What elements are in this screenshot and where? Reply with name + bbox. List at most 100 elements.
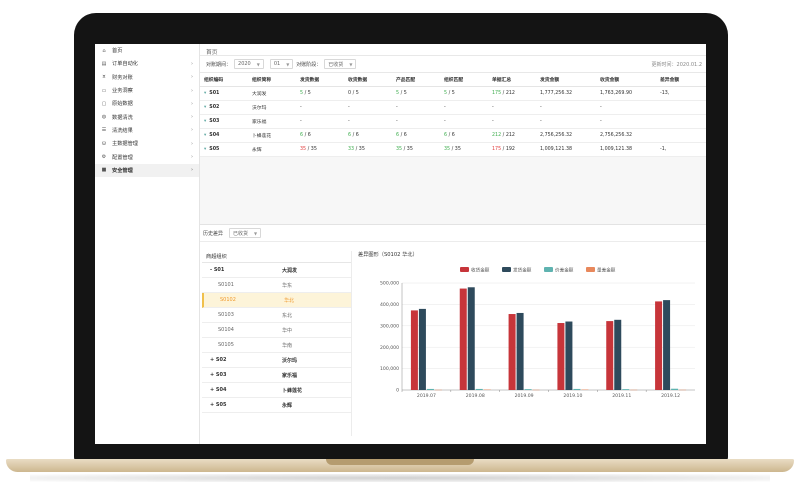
expand-icon[interactable]: ▾ (204, 132, 207, 138)
y-tick-label: 400,000 (380, 302, 399, 308)
ratio-cell: - (296, 100, 344, 115)
sidebar-item[interactable]: ¤ 财务对账 › (95, 71, 199, 84)
ratio-separator: / (501, 146, 506, 152)
legend-swatch[interactable] (544, 267, 553, 272)
sidebar-item[interactable]: ▤ 订单自动化 › (95, 57, 199, 70)
table-row[interactable]: ▾ S05 永辉 35 / 35 33 / 35 35 / 35 35 / 35 175 / … (200, 142, 706, 157)
org-code-cell: ▾ S01 (200, 86, 248, 101)
bar[interactable] (663, 300, 671, 390)
column-header: 发货数据 (296, 73, 344, 87)
ratio-numerator: 6 (300, 132, 304, 138)
org-tree-code: S0105 (218, 342, 234, 348)
org-code: S05 (209, 146, 220, 152)
history-panel: 历史差异 已收货 ▼ 商超组织 - S01 大润发 S0101 华东 S0102 华北 S01… (200, 224, 706, 444)
table-row[interactable]: ▾ S02 沃尔玛 - - - - - - - (200, 100, 706, 115)
bar[interactable] (573, 388, 581, 390)
ratio-cell: 35 / 35 (296, 142, 344, 157)
org-code: S01 (209, 90, 220, 96)
bar[interactable] (508, 314, 516, 390)
org-tree-row[interactable]: - S01 大润发 (202, 263, 351, 278)
ratio-cell: - (296, 114, 344, 129)
history-stage-select[interactable]: 已收货 ▼ (229, 228, 262, 238)
bar[interactable] (418, 308, 426, 390)
x-tick-label: 2019.09 (515, 393, 534, 399)
month-select[interactable]: 01 ▼ (269, 59, 294, 69)
org-tree-row[interactable]: + S04 卜蜂莲花 (202, 383, 351, 398)
sidebar-item[interactable]: ◍ 数据清洗 › (95, 110, 199, 123)
ratio-cell: 6 / 6 (344, 128, 392, 143)
bar[interactable] (475, 388, 483, 390)
ratio-cell: 5 / 5 (296, 86, 344, 101)
org-tree-row[interactable]: S0101 华东 (202, 278, 351, 293)
org-tree-row[interactable]: S0103 东北 (202, 308, 351, 323)
main-content: 首页 对账期间： 2020 ▼ 01 ▼ 对账阶段： 已收货 ▼ 更新时间：2020.… (200, 44, 706, 444)
ratio-numerator: 175 (492, 146, 502, 152)
sidebar-item[interactable]: ■ 安全管理 › (95, 163, 199, 177)
org-code: S04 (209, 132, 220, 138)
bar[interactable] (410, 310, 418, 390)
diff-amount-cell (656, 100, 706, 115)
bar[interactable] (516, 312, 524, 390)
expand-icon[interactable]: ▾ (204, 146, 207, 152)
ratio-numerator: 6 (396, 132, 400, 138)
org-tree-code: + S03 (210, 372, 227, 378)
reconciliation-table: 组织编码 组织简称 发货数据 收货数据 产品匹配 组织匹配 单据汇总 发货金额 收货金额 差异金额… (200, 73, 706, 157)
ratio-numerator: - (444, 104, 446, 110)
bar[interactable] (606, 321, 614, 390)
column-header: 收货金额 (596, 73, 656, 87)
ratio-separator: / (501, 132, 506, 138)
ratio-separator: / (306, 146, 311, 152)
legend-swatch[interactable] (502, 267, 511, 272)
bar[interactable] (622, 389, 630, 390)
bar[interactable] (557, 323, 565, 390)
year-select[interactable]: 2020 ▼ (234, 59, 264, 69)
bar[interactable] (565, 321, 573, 390)
table-row[interactable]: ▾ S03 家乐福 - - - - - - - (200, 114, 706, 129)
sidebar-item[interactable]: ⛁ 主数据管理 › (95, 137, 199, 150)
bar[interactable] (655, 301, 663, 390)
ratio-denominator: 5 (307, 90, 311, 96)
bar[interactable] (467, 287, 475, 390)
org-tree-row[interactable]: S0102 华北 (202, 293, 351, 308)
org-tree-row[interactable]: S0104 华中 (202, 323, 351, 338)
org-tree-row[interactable]: + S05 永辉 (202, 398, 351, 413)
ratio-separator: / (402, 146, 407, 152)
org-tree-row[interactable]: + S03 家乐福 (202, 368, 351, 383)
org-name-cell: 家乐福 (248, 114, 296, 129)
ratio-numerator: 6 (348, 132, 352, 138)
sidebar-item-label: 财务对账 (112, 74, 133, 81)
ratio-cell: - (392, 100, 440, 115)
diff-amount-cell (656, 128, 706, 143)
org-tree-row[interactable]: + S02 沃尔玛 (202, 353, 351, 368)
ratio-numerator: - (444, 118, 446, 124)
ratio-denominator: 6 (403, 132, 407, 138)
sidebar-item[interactable]: ☰ 清洗结果 › (95, 124, 199, 137)
bar[interactable] (459, 288, 467, 390)
expand-icon[interactable]: ▾ (204, 104, 207, 110)
year-value: 2020 (238, 61, 251, 67)
ratio-separator: / (303, 90, 308, 96)
period-label: 对账期间： (206, 61, 232, 68)
bar[interactable] (524, 389, 532, 390)
expand-icon[interactable]: ▾ (204, 90, 207, 96)
sidebar-item[interactable]: ⚙ 配置管理 › (95, 150, 199, 163)
ratio-cell: 35 / 35 (392, 142, 440, 157)
y-tick-label: 200,000 (380, 345, 399, 351)
legend-swatch[interactable] (586, 267, 595, 272)
bar[interactable] (614, 319, 622, 390)
document-icon: ▤ (101, 60, 107, 67)
sidebar-item[interactable]: ⌂ 首页 (95, 44, 199, 57)
bar[interactable] (671, 388, 679, 390)
legend-swatch[interactable] (460, 267, 469, 272)
sidebar-item[interactable]: ▭ 业务洞察 › (95, 84, 199, 97)
ratio-denominator: 35 (406, 146, 413, 152)
chevron-down-icon: ▼ (286, 61, 290, 67)
bar[interactable] (426, 388, 434, 390)
laptop-base (6, 459, 794, 472)
expand-icon[interactable]: ▾ (204, 118, 207, 124)
stage-select[interactable]: 已收货 ▼ (324, 59, 357, 69)
org-tree-row[interactable]: S0105 华南 (202, 338, 351, 353)
sidebar-item[interactable]: ▢ 原始数据 › (95, 97, 199, 110)
